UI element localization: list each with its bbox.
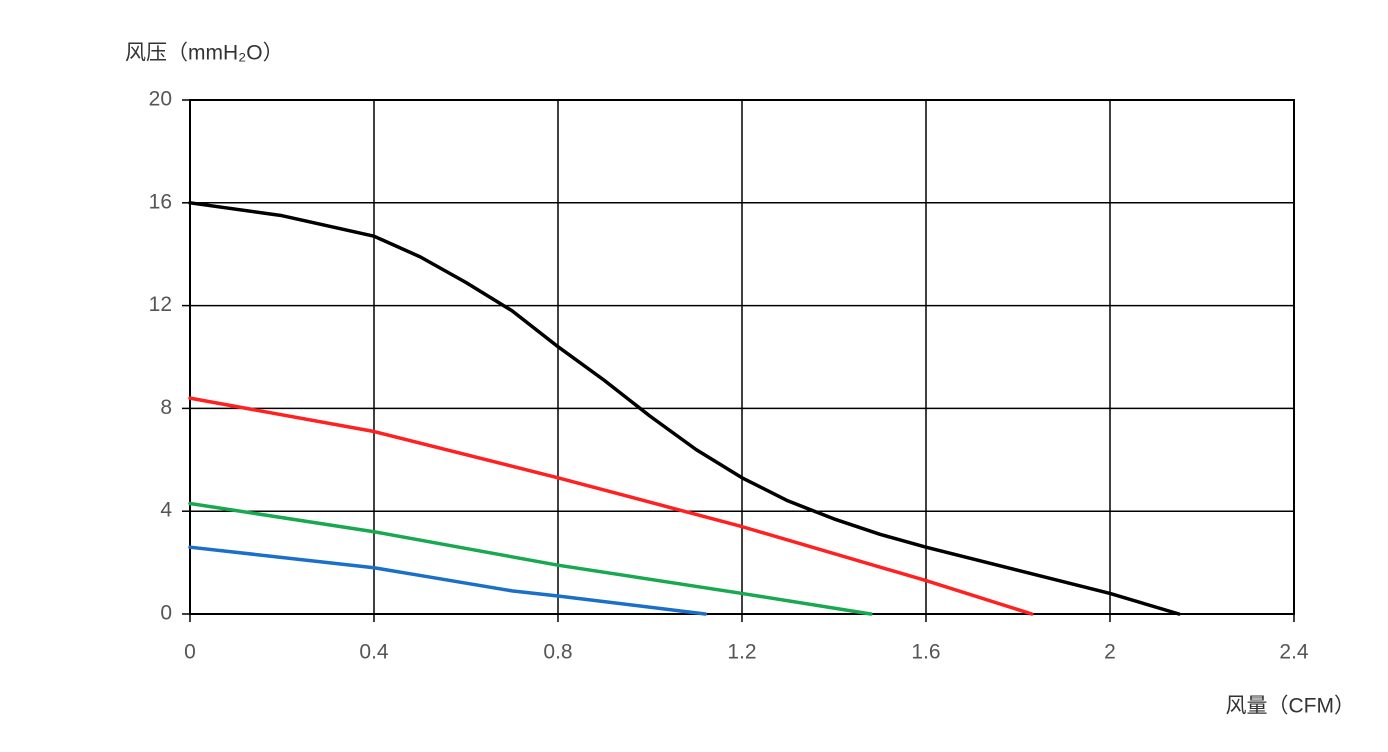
y-axis-label: 风压（mmH₂O） <box>125 42 284 65</box>
y-tick-label: 12 <box>149 293 172 316</box>
x-tick-label: 2 <box>1104 641 1116 664</box>
curve <box>188 396 1034 616</box>
y-tick-label: 20 <box>149 88 172 111</box>
x-tick-label: 2.4 <box>1279 641 1309 664</box>
x-tick-label: 1.6 <box>911 641 940 664</box>
y-tick-label: 16 <box>149 190 172 213</box>
curve <box>188 545 707 616</box>
curve <box>188 201 1181 616</box>
x-tick-label: 1.2 <box>727 641 756 664</box>
y-tick-label: 4 <box>160 499 172 522</box>
x-tick-label: 0.4 <box>359 641 389 664</box>
x-tick-label: 0 <box>184 641 196 664</box>
x-axis-label: 风量（CFM） <box>1226 695 1356 718</box>
x-tick-label: 0.8 <box>543 641 572 664</box>
curve <box>188 501 873 616</box>
plot-frame <box>189 99 1295 615</box>
y-tick-label: 0 <box>160 602 172 625</box>
y-tick-label: 8 <box>160 396 172 419</box>
